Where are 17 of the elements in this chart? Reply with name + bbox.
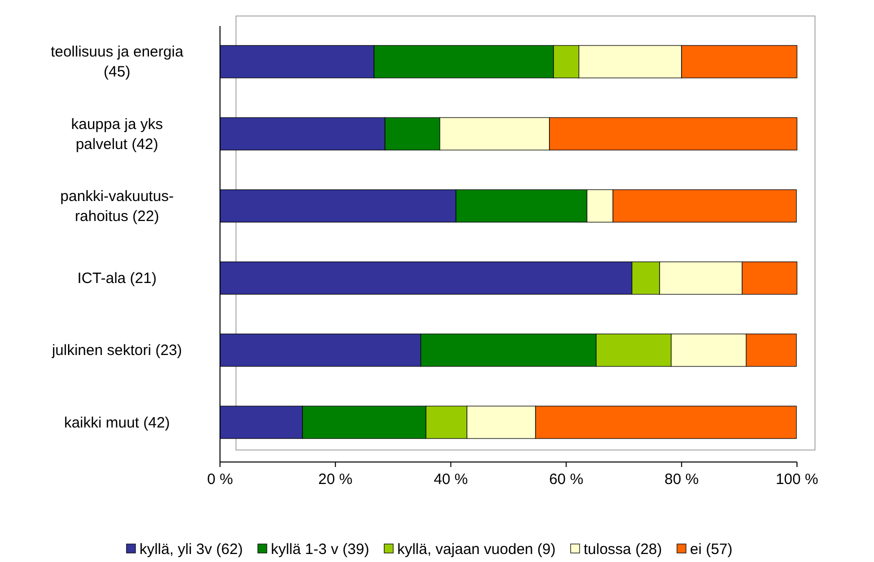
x-tick-label: 20 %	[318, 471, 352, 488]
x-tick-label: 40 %	[434, 471, 468, 488]
legend-label: kyllä, vajaan vuoden (9)	[397, 541, 556, 558]
y-tick-label: teollisuus ja energia (45)	[50, 44, 184, 81]
legend-label: kyllä, yli 3v (62)	[139, 541, 243, 558]
x-tick-label: 100 %	[776, 471, 818, 488]
legend-label: kyllä 1-3 v (39)	[270, 541, 370, 558]
x-tick-label: 60 %	[549, 471, 584, 488]
x-tick-label: 0 %	[207, 471, 233, 488]
legend-label: ei (57)	[690, 541, 733, 558]
y-tick-label: kaikki muut (42)	[64, 414, 170, 432]
y-tick-label: ICT-ala (21)	[77, 270, 157, 288]
x-tick-label: 80 %	[664, 471, 699, 488]
y-tick-label: kauppa ja yks palvelut (42)	[71, 116, 163, 153]
y-tick-label: julkinen sektori (23)	[50, 342, 182, 360]
legend-label: tulossa (28)	[584, 541, 662, 558]
y-tick-label: pankki-vakuutus-rahoitus (22)	[60, 188, 174, 225]
